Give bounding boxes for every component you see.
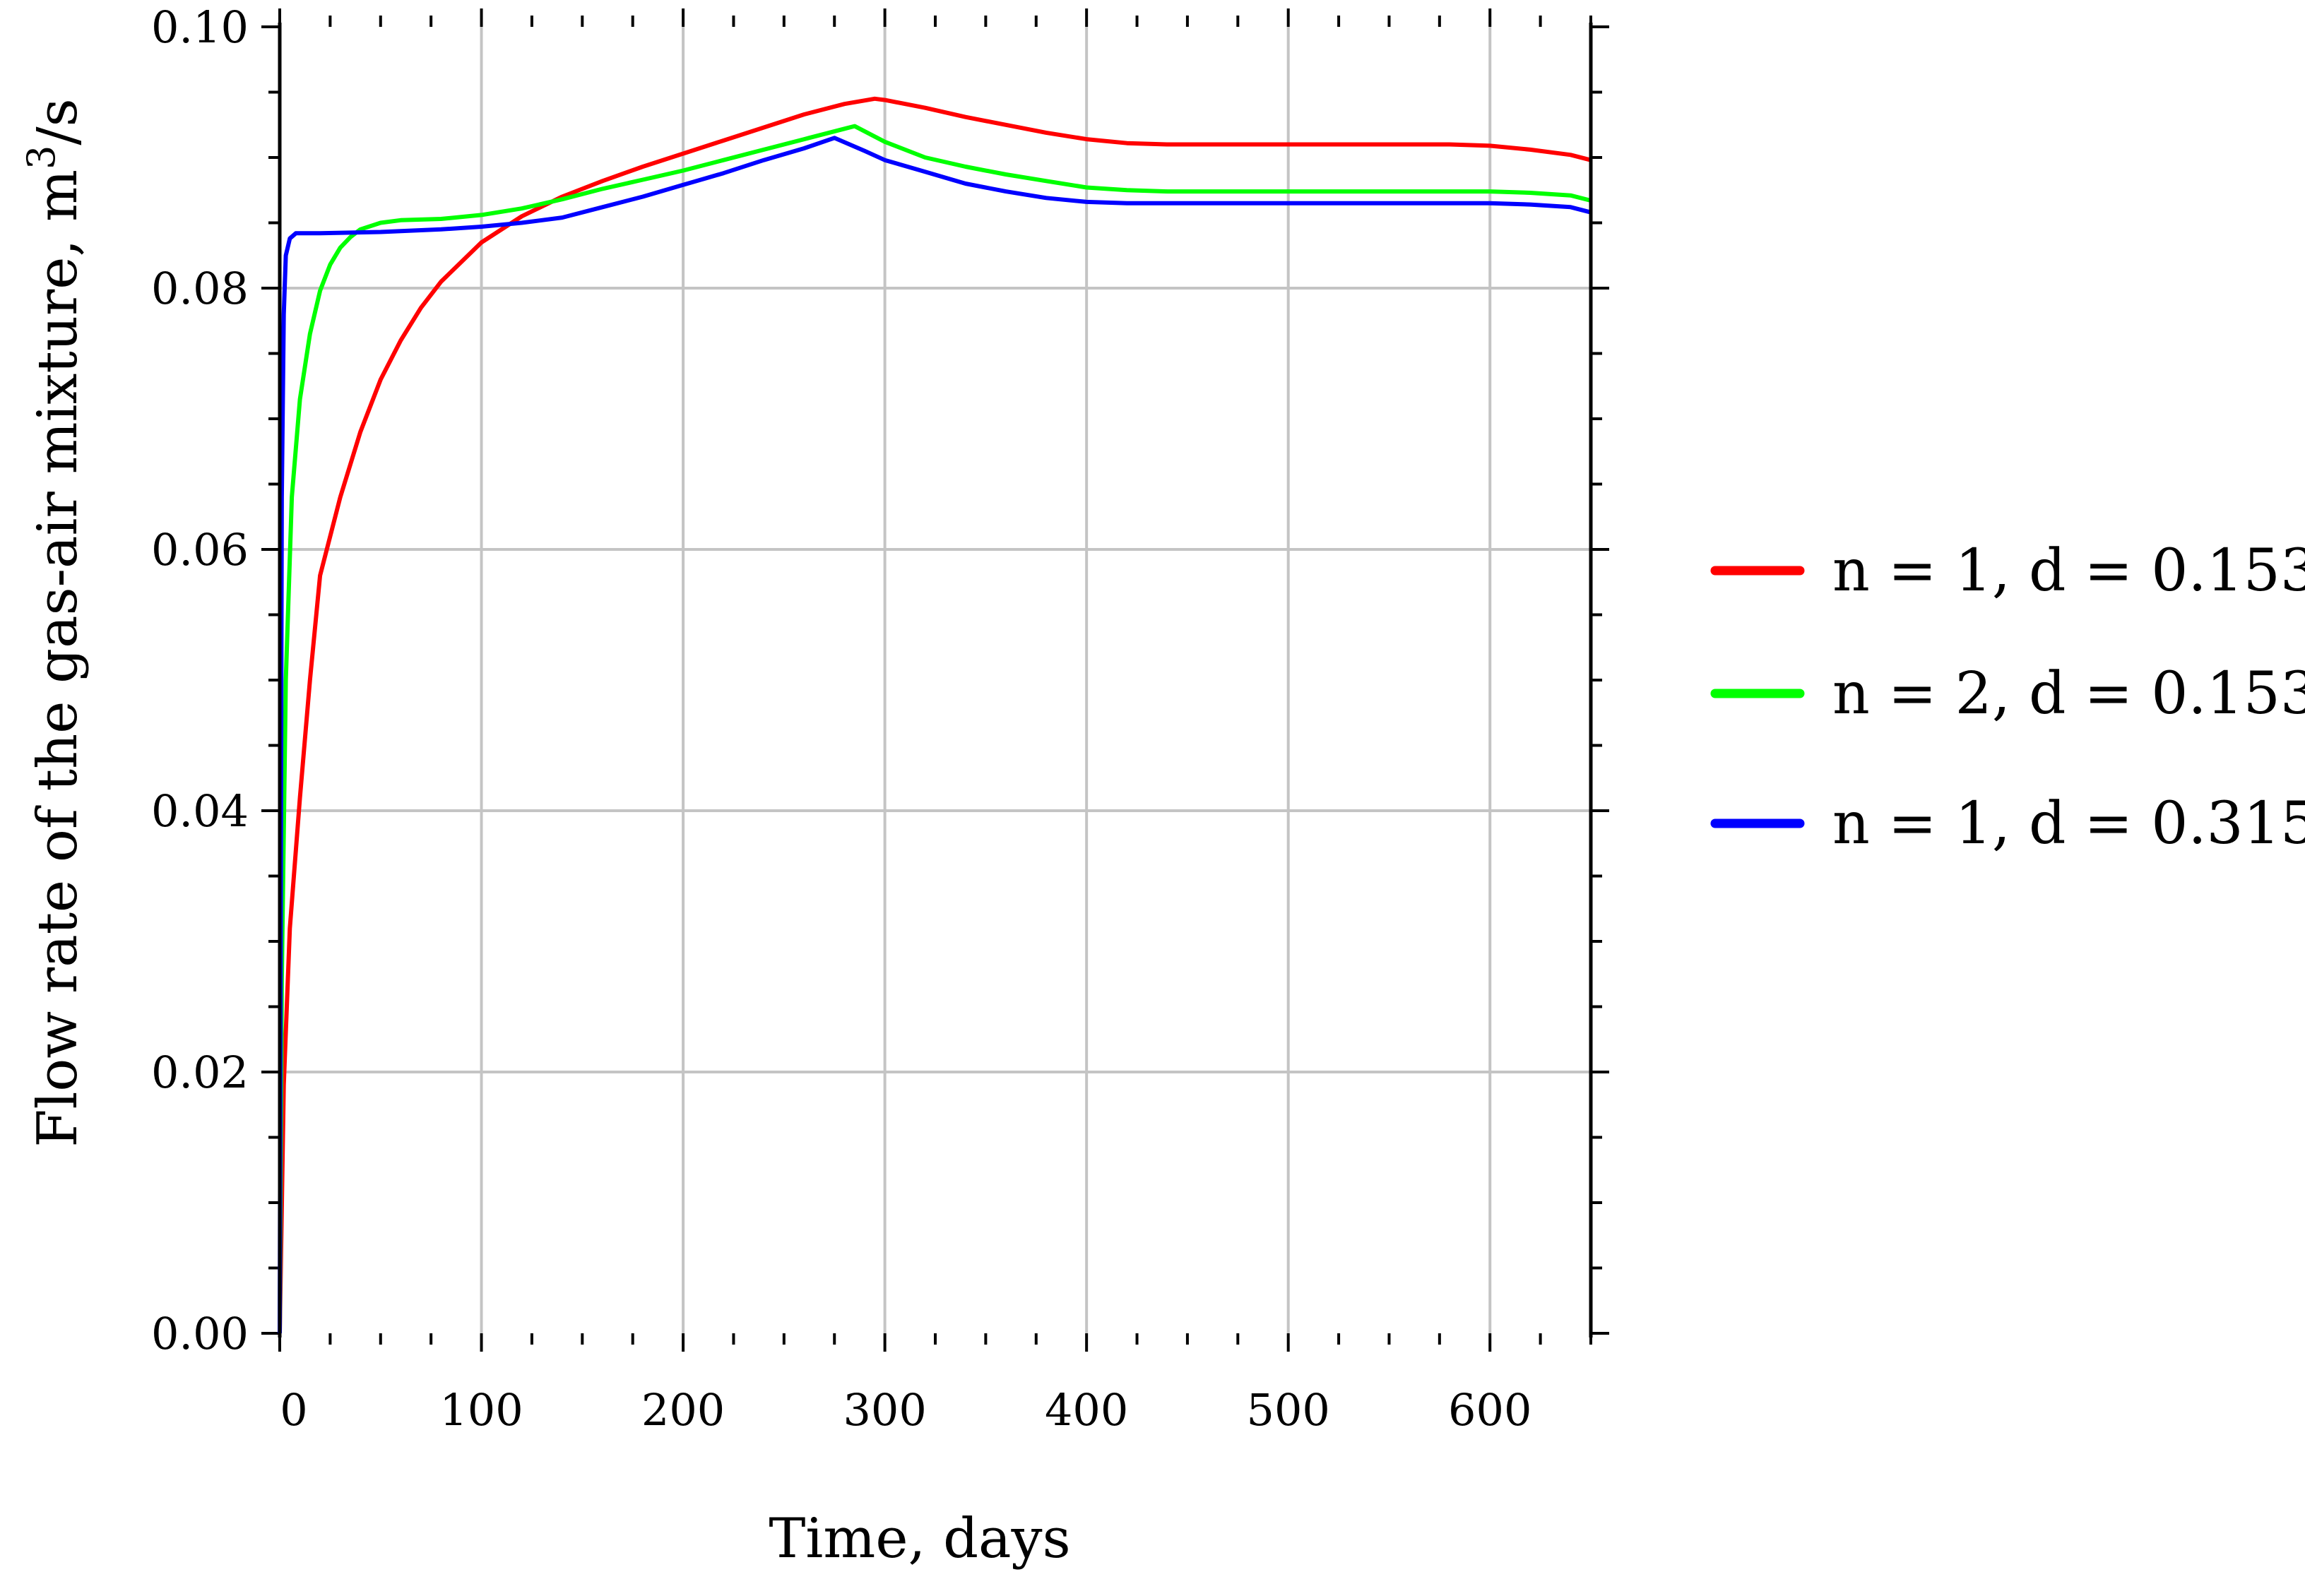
legend-entry-2: n = 2, d = 0.153: [1710, 660, 2305, 727]
grid-lines: [280, 27, 1591, 1333]
y-axis-title-tail: /s: [26, 98, 90, 145]
x-tick-label: 600: [1448, 1384, 1531, 1436]
x-tick-labels: 0 100 200 300 400 500 600: [280, 1384, 1531, 1436]
y-tick-labels: 0.00 0.02 0.04 0.06 0.08 0.10: [151, 1, 249, 1359]
y-tick-label: 0.02: [151, 1047, 249, 1098]
plot-frame: [278, 23, 1593, 1338]
legend-entry-3: n = 1, d = 0.315: [1710, 790, 2305, 857]
y-tick-label: 0.00: [151, 1308, 249, 1359]
y-axis-title-sup: 3: [19, 145, 64, 169]
legend-entry-1: n = 1, d = 0.153: [1710, 537, 2305, 605]
y-axis-title-main: Flow rate of the gas-air mixture, m: [26, 169, 90, 1148]
legend: n = 1, d = 0.153 n = 2, d = 0.153 n = 1, d…: [1710, 537, 2305, 857]
tick-marks: [261, 8, 1609, 1352]
x-tick-label: 100: [439, 1384, 523, 1436]
y-tick-label: 0.04: [151, 785, 249, 837]
series-line-1: [278, 96, 1592, 1334]
y-tick-label: 0.06: [151, 524, 249, 576]
y-axis-title: Flow rate of the gas-air mixture, m3/s: [19, 98, 90, 1147]
legend-label: n = 1, d = 0.153: [1832, 537, 2305, 605]
legend-label: n = 1, d = 0.315: [1832, 790, 2305, 857]
x-tick-label: 0: [280, 1384, 307, 1436]
y-tick-label: 0.10: [151, 1, 249, 53]
x-tick-label: 300: [843, 1384, 926, 1436]
series-line-3: [278, 136, 1592, 1334]
x-tick-label: 500: [1247, 1384, 1330, 1436]
y-tick-label: 0.08: [151, 263, 249, 314]
series-line-2: [278, 124, 1592, 1334]
x-axis-title: Time, days: [769, 1507, 1070, 1571]
series-lines: [278, 96, 1592, 1334]
legend-label: n = 2, d = 0.153: [1832, 660, 2305, 727]
x-tick-label: 200: [641, 1384, 725, 1436]
x-tick-label: 400: [1045, 1384, 1128, 1436]
